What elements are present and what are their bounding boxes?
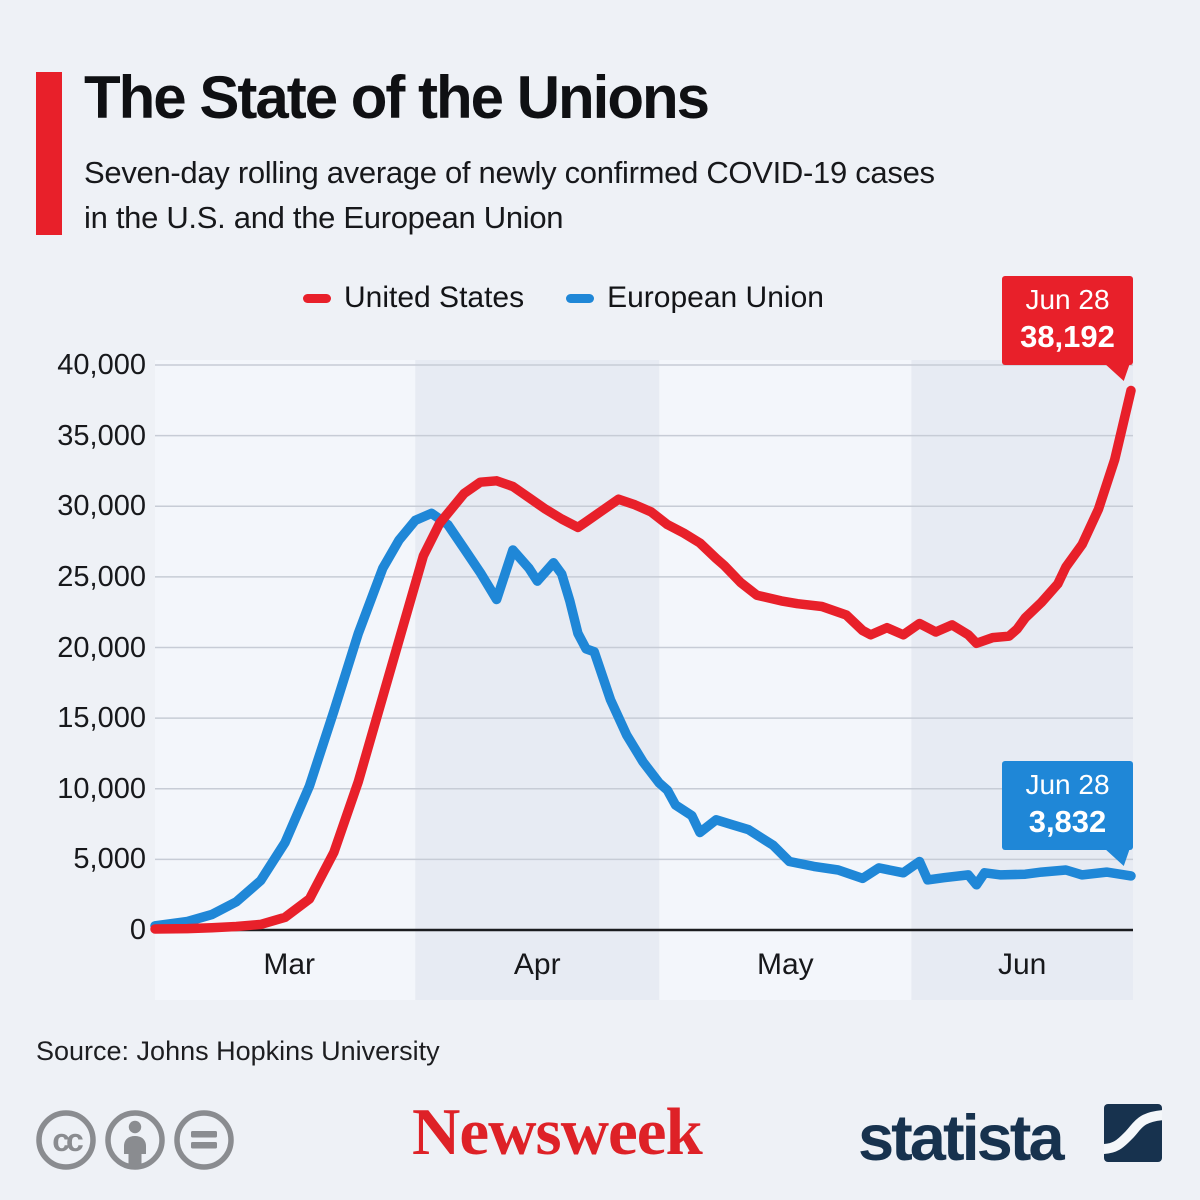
cc-no-derivatives-icon bbox=[174, 1110, 234, 1170]
us-data-line bbox=[150, 385, 1136, 934]
y-tick-label-40,000: 40,000 bbox=[57, 349, 146, 381]
source-note: Source: Johns Hopkins University bbox=[36, 1036, 440, 1066]
cc-license-icons: cc bbox=[36, 1110, 234, 1170]
month-band-apr bbox=[415, 360, 660, 1000]
us-callout-value: 38,192 bbox=[1020, 319, 1115, 354]
x-tick-label-jun: Jun bbox=[998, 948, 1047, 981]
y-tick-label-15,000: 15,000 bbox=[57, 702, 146, 735]
us-endpoint-callout: Jun 28 38,192 bbox=[1002, 276, 1133, 381]
y-tick-label-5,000: 5,000 bbox=[73, 843, 146, 876]
svg-text:cc: cc bbox=[52, 1122, 83, 1158]
page-title: The State of the Unions bbox=[84, 64, 710, 131]
title-accent-bar bbox=[36, 72, 62, 235]
y-tick-label-20,000: 20,000 bbox=[57, 631, 146, 664]
eu-callout-date: Jun 28 bbox=[1025, 769, 1110, 800]
x-tick-label-apr: Apr bbox=[513, 948, 561, 981]
eu-data-line bbox=[150, 508, 1136, 931]
legend-item-united-states: United States bbox=[303, 281, 524, 315]
legend: United States European Union bbox=[303, 281, 824, 315]
x-tick-label-mar: Mar bbox=[263, 948, 316, 981]
us-line-swatch-icon bbox=[303, 293, 331, 303]
y-tick-label-0: 0 bbox=[129, 914, 146, 946]
eu-line-swatch-icon bbox=[566, 293, 595, 303]
newsweek-logo: Newsweek bbox=[412, 1095, 703, 1169]
us-callout-date: Jun 28 bbox=[1025, 284, 1110, 315]
cc-attribution-icon bbox=[105, 1110, 165, 1170]
eu-callout-value: 3,832 bbox=[1028, 804, 1107, 839]
statista-logo-icon bbox=[1104, 1104, 1162, 1162]
legend-label-european-union: European Union bbox=[607, 281, 824, 314]
y-tick-label-30,000: 30,000 bbox=[57, 490, 146, 523]
cc-license-icon: cc bbox=[36, 1110, 96, 1170]
legend-item-european-union: European Union bbox=[566, 281, 824, 315]
y-tick-label-25,000: 25,000 bbox=[57, 560, 146, 593]
month-band-jun bbox=[911, 360, 1133, 1000]
legend-label-united-states: United States bbox=[344, 281, 525, 314]
y-tick-label-35,000: 35,000 bbox=[57, 419, 146, 452]
eu-endpoint-callout: Jun 28 3,832 bbox=[1002, 761, 1133, 866]
page-subtitle: Seven-day rolling average of newly confi… bbox=[84, 155, 935, 235]
y-tick-label-10,000: 10,000 bbox=[57, 772, 146, 805]
statista-logo-wordmark: statista bbox=[858, 1101, 1065, 1174]
x-tick-label-may: May bbox=[756, 948, 814, 981]
